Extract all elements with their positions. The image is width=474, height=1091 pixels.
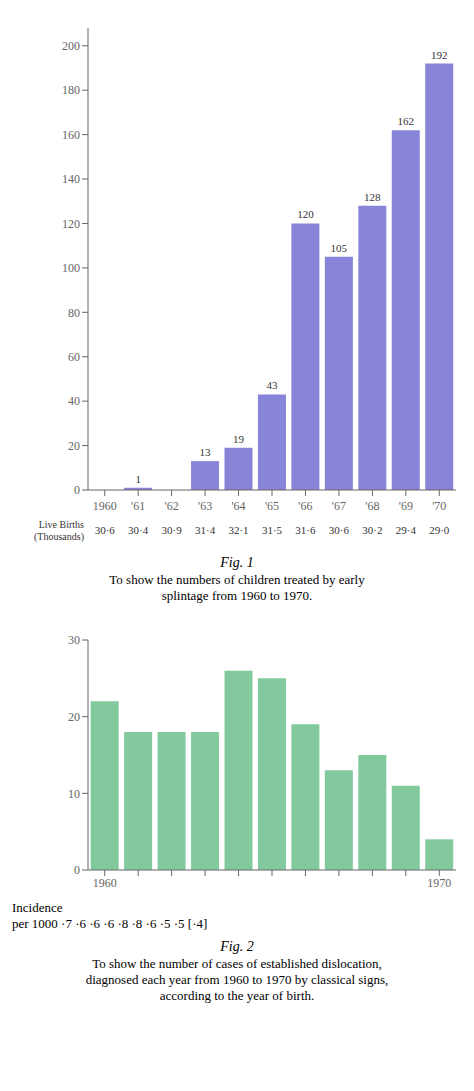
svg-text:120: 120 [297, 208, 314, 220]
svg-text:100: 100 [62, 261, 80, 275]
html-text:To show the number of cases of: To show the number of cases of establish… [92, 956, 382, 971]
svg-text:1: 1 [135, 473, 141, 485]
html-text:according to the year of birth: according to the year of birth. [159, 988, 315, 1003]
svg-text:31·5: 31·5 [262, 524, 283, 536]
svg-text:30·9: 30·9 [162, 524, 183, 536]
svg-text:'61: '61 [131, 499, 145, 513]
svg-text:160: 160 [62, 128, 80, 142]
svg-text:40: 40 [68, 394, 80, 408]
svg-text:'65: '65 [265, 499, 279, 513]
svg-text:13: 13 [200, 446, 212, 458]
svg-text:192: 192 [431, 49, 448, 61]
svg-text:19: 19 [233, 433, 245, 445]
svg-text:'64: '64 [231, 499, 245, 513]
html-text:diagnosed each year from 1960: diagnosed each year from 1960 to 1970 by… [85, 972, 389, 987]
svg-text:120: 120 [62, 217, 80, 231]
svg-text:'63: '63 [198, 499, 212, 513]
svg-text:60: 60 [68, 350, 80, 364]
svg-text:140: 140 [62, 172, 80, 186]
svg-text:80: 80 [68, 306, 80, 320]
svg-text:30: 30 [68, 633, 80, 647]
svg-text:'62: '62 [165, 499, 179, 513]
svg-text:162: 162 [398, 115, 415, 127]
svg-text:10: 10 [68, 787, 80, 801]
svg-text:30·2: 30·2 [362, 524, 382, 536]
svg-text:Live Births: Live Births [39, 519, 84, 530]
html-text:per 1000 ·7 ·6 ·6 ·6 ·8 ·8 ·6: per 1000 ·7 ·6 ·6 ·6 ·8 ·8 ·6 ·5 ·5 [·4] [12, 916, 208, 931]
svg-text:1960: 1960 [93, 499, 117, 513]
svg-text:20: 20 [68, 439, 80, 453]
svg-text:31·6: 31·6 [295, 524, 316, 536]
svg-text:32·1: 32·1 [228, 524, 248, 536]
svg-text:29·0: 29·0 [429, 524, 450, 536]
svg-text:31·4: 31·4 [195, 524, 216, 536]
svg-text:105: 105 [331, 242, 348, 254]
svg-text:200: 200 [62, 39, 80, 53]
svg-text:128: 128 [364, 191, 381, 203]
html-text:splintage from 1960 to 1970.: splintage from 1960 to 1970. [161, 588, 313, 603]
html-text:Fig. 1: Fig. 1 [220, 555, 254, 570]
svg-text:'69: '69 [399, 499, 413, 513]
svg-text:180: 180 [62, 83, 80, 97]
html-text:Incidence: Incidence [12, 900, 63, 915]
svg-text:(Thousands): (Thousands) [34, 531, 84, 543]
svg-text:0: 0 [74, 863, 80, 877]
html-text:To show the numbers of childre: To show the numbers of children treated … [109, 572, 365, 587]
svg-text:1960: 1960 [93, 876, 117, 890]
svg-text:0: 0 [74, 483, 80, 497]
svg-text:'70: '70 [432, 499, 446, 513]
svg-text:29·4: 29·4 [396, 524, 417, 536]
svg-text:1970: 1970 [427, 876, 451, 890]
svg-text:30·6: 30·6 [329, 524, 350, 536]
svg-text:30·4: 30·4 [128, 524, 149, 536]
svg-text:20: 20 [68, 710, 80, 724]
svg-text:30·6: 30·6 [95, 524, 116, 536]
svg-text:43: 43 [266, 379, 278, 391]
svg-text:'66: '66 [298, 499, 312, 513]
svg-text:'67: '67 [332, 499, 346, 513]
html-text:Fig. 2: Fig. 2 [220, 939, 254, 954]
svg-text:'68: '68 [365, 499, 379, 513]
